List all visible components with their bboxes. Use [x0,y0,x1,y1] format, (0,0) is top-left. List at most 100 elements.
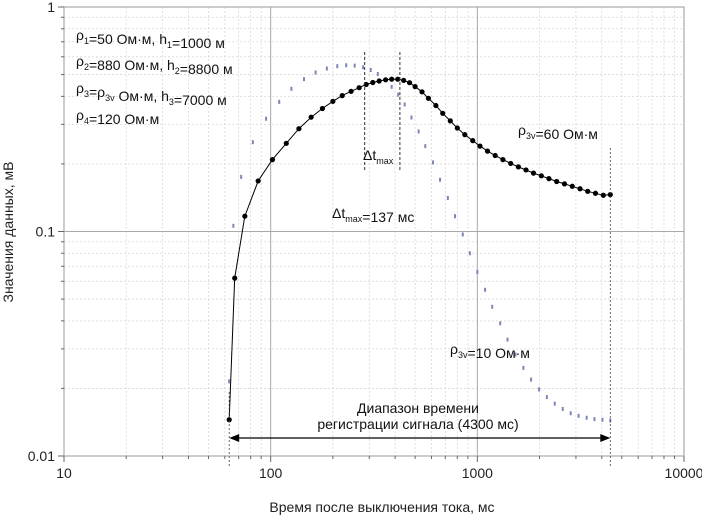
series-10-point [491,304,494,309]
series-10-point [290,86,293,91]
series-10-point [376,71,379,76]
series-60-point [508,160,514,167]
range-arrow-left-head [229,434,240,442]
series-10-point [454,214,457,219]
series-10-point [325,66,328,71]
series-60-point [419,89,425,95]
series-10-point [545,395,548,400]
series-layer [226,63,613,423]
series-60-point [600,192,606,198]
series-60-point [492,152,498,159]
x-axis-title: Время после выключения тока, мс [269,499,494,515]
series-60-point [308,114,314,120]
series-60-point [269,157,276,163]
series-10-point [410,115,413,120]
series-60-point [440,110,446,116]
y-tick-label: 1 [47,0,55,15]
series-60-point [283,140,289,146]
x-tick-label: 10000 [665,465,702,481]
series-60-point [232,275,238,281]
dt-max-label: Δtmax [363,147,394,166]
y-tick-labels: 0.01 0.1 1 [28,0,55,464]
x-tick-label: 10 [56,465,72,481]
series-10-point [345,63,348,68]
y-tick-label: 0.1 [36,224,56,240]
series-60-point [523,167,529,173]
series-60-point [470,138,476,144]
series-60-point [515,164,521,170]
series-60-point [592,190,599,196]
y-axis-title: Значения данных, мВ [0,162,16,303]
series-60-point [330,98,336,104]
series-10-point [353,63,356,68]
series-10-point [538,387,541,392]
series-60-point [607,192,613,198]
series-10-point [484,287,487,292]
series-10-point [240,174,243,179]
series-60-point [484,148,491,154]
series-60-point [370,79,376,86]
series-60-point [356,85,362,91]
series-60-point [433,102,439,109]
series-10-point [506,337,509,342]
series-60-point [546,176,552,182]
series-10-point [265,116,268,121]
series-10-point [499,321,502,326]
param-row-3: ρ3=ρ3v Ом·м, h3=7000 м [76,80,227,108]
series-60-point [242,213,248,219]
series-10-point [446,196,449,201]
series-60-point [477,143,483,149]
series-10-point [593,417,596,422]
series-60-point [255,178,261,184]
series-60-point [561,181,568,187]
series-10-label: ρ3v=10 Ом·м [450,341,530,361]
series-60-point [296,126,302,132]
series-60-point [383,77,389,83]
series-10-point [461,232,464,237]
axis-ticks [58,6,685,462]
series-10-point [530,377,533,382]
x-tick-labels: 10 100 1000 10000 [56,465,702,481]
series-10-point [336,64,339,69]
param-row-1: ρ1=50 Ом·м, h1=1000 м [76,27,225,51]
params-block: ρ1=50 Ом·м, h1=1000 мρ2=880 Ом·м, h2=880… [76,27,233,127]
series-60-point [530,170,537,176]
range-arrow-right-head [600,434,611,442]
series-60-point [569,183,575,189]
series-60-point [462,132,468,138]
series-10-point [390,84,393,89]
series-60-label: ρ3v=60 Ом·м [518,122,598,142]
series-10-point [476,270,479,275]
series-10-point [424,144,427,149]
series-10-point [232,223,235,228]
series-10-point [601,417,604,422]
series-10-point [585,415,588,420]
series-60-point [585,188,591,194]
param-row-4: ρ4=120 Ом·м [76,107,159,127]
series-10-point [362,65,365,70]
series-10-point [561,406,564,411]
series-60-point [406,80,413,86]
series-60-point [339,93,345,99]
series-10-point [303,77,306,82]
series-60-point [554,178,560,185]
series-10-point [403,102,406,107]
series-10-point [439,177,442,182]
series-60-point [500,157,506,163]
series-60-point [376,78,382,84]
series-10-point [278,99,281,104]
series-60-point [454,125,460,131]
dt-max-value-label: Δtmax=137 мс [332,205,414,225]
series-10-point [522,365,525,370]
series-60-point [395,76,401,82]
range-caption-line2: регистрации сигнала (4300 мс) [317,416,518,432]
range-caption-line1: Диапазон времени [357,400,479,416]
series-60-point [348,88,354,94]
x-tick-label: 1000 [462,465,493,481]
series-10-point [553,401,556,406]
series-60-point [538,173,544,179]
series-10-point [417,129,420,134]
param-row-2: ρ2=880 Ом·м, h2=8800 м [76,53,233,77]
series-10-point [514,352,517,357]
